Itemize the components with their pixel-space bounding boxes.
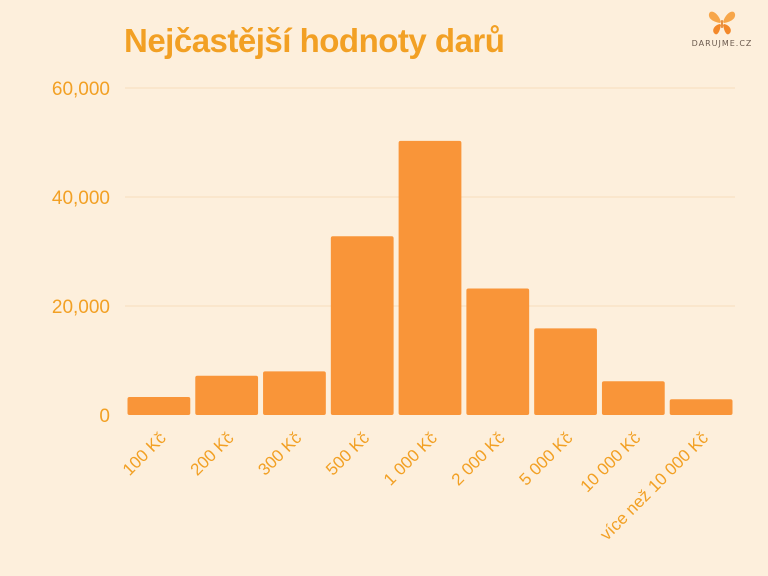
y-tick-label: 40,000 <box>52 188 110 209</box>
bar[interactable] <box>127 397 191 415</box>
x-tick-label: 300 Kč <box>254 428 305 479</box>
x-tick-label: 200 Kč <box>187 428 238 479</box>
bar[interactable] <box>466 288 530 415</box>
x-tick-label: 1 000 Kč <box>380 428 441 489</box>
y-tick-label: 20,000 <box>52 297 110 318</box>
bar[interactable] <box>263 371 326 415</box>
chart-title: Nejčastější hodnoty darů <box>124 22 505 59</box>
bar[interactable] <box>669 399 733 415</box>
bar[interactable] <box>195 375 259 415</box>
x-tick-label: 5 000 Kč <box>515 428 576 489</box>
x-tick-label: 100 Kč <box>119 428 170 479</box>
butterfly-icon <box>708 11 736 35</box>
x-tick-label: 500 Kč <box>322 428 373 479</box>
brand-logo[interactable]: DARUJME.CZ <box>680 10 764 48</box>
bar[interactable] <box>398 140 462 416</box>
x-tick-label: 10 000 Kč <box>577 428 645 496</box>
bar[interactable] <box>601 381 665 415</box>
logo-text: DARUJME.CZ <box>691 39 753 48</box>
bar[interactable] <box>534 328 597 415</box>
x-tick-label: 2 000 Kč <box>448 428 509 489</box>
y-tick-label: 0 <box>99 406 110 427</box>
y-tick-label: 60,000 <box>52 79 110 100</box>
bar[interactable] <box>330 236 394 415</box>
